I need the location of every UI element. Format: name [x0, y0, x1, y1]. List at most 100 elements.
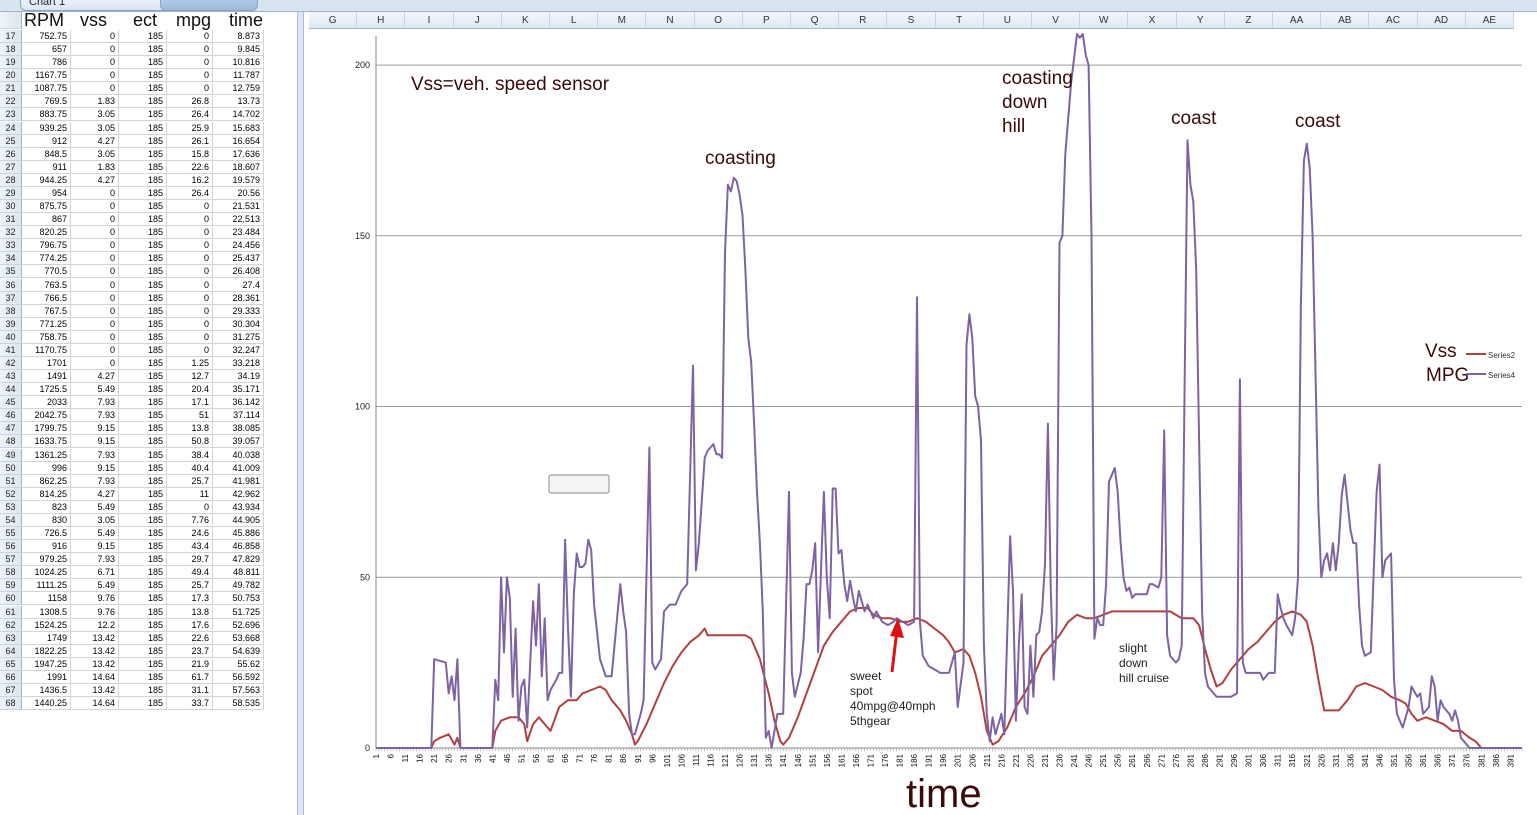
- table-cell[interactable]: 769.5: [22, 95, 71, 109]
- table-cell[interactable]: 0: [71, 330, 119, 344]
- column-header[interactable]: P: [742, 12, 791, 29]
- row-number[interactable]: 30: [0, 200, 22, 214]
- table-cell[interactable]: 55.62: [213, 657, 264, 671]
- row-number[interactable]: 57: [0, 553, 22, 567]
- table-cell[interactable]: 0: [71, 278, 119, 292]
- table-cell[interactable]: 5.49: [71, 500, 119, 514]
- table-cell[interactable]: 820.25: [22, 226, 71, 240]
- row-number[interactable]: 56: [0, 540, 22, 554]
- table-cell[interactable]: 13.8: [167, 605, 213, 619]
- row-number[interactable]: 21: [0, 82, 22, 96]
- table-cell[interactable]: 185: [119, 579, 167, 593]
- table-cell[interactable]: 770.5: [22, 265, 71, 279]
- table-cell[interactable]: 8.873: [213, 30, 264, 43]
- table-cell[interactable]: 979.25: [22, 553, 71, 567]
- table-cell[interactable]: 9.76: [71, 592, 119, 606]
- table-cell[interactable]: 7.93: [71, 409, 119, 423]
- row-number[interactable]: 67: [0, 684, 22, 697]
- pane-splitter[interactable]: [297, 12, 304, 815]
- row-number[interactable]: 63: [0, 631, 22, 645]
- table-cell[interactable]: 41.009: [213, 461, 264, 475]
- table-cell[interactable]: 185: [119, 618, 167, 632]
- row-number[interactable]: 43: [0, 370, 22, 384]
- row-number[interactable]: 45: [0, 396, 22, 410]
- table-cell[interactable]: 0: [167, 200, 213, 214]
- row-number[interactable]: 55: [0, 527, 22, 541]
- row-number[interactable]: 31: [0, 213, 22, 227]
- row-number[interactable]: 41: [0, 343, 22, 357]
- table-cell[interactable]: 46.858: [213, 540, 264, 554]
- table-cell[interactable]: 53.668: [213, 631, 264, 645]
- table-cell[interactable]: 7.93: [71, 396, 119, 410]
- table-cell[interactable]: 996: [22, 461, 71, 475]
- table-cell[interactable]: 4.27: [71, 134, 119, 148]
- table-cell[interactable]: 13.42: [71, 684, 119, 697]
- table-cell[interactable]: 185: [119, 435, 167, 449]
- select-all-corner[interactable]: [0, 12, 22, 29]
- table-cell[interactable]: 25.437: [213, 252, 264, 266]
- table-cell[interactable]: 875.75: [22, 200, 71, 214]
- table-cell[interactable]: 54.639: [213, 644, 264, 658]
- row-number[interactable]: 24: [0, 121, 22, 135]
- table-cell[interactable]: 185: [119, 186, 167, 200]
- table-cell[interactable]: 0: [167, 500, 213, 514]
- table-cell[interactable]: 3.05: [71, 147, 119, 161]
- row-number[interactable]: 61: [0, 605, 22, 619]
- table-cell[interactable]: 0: [71, 186, 119, 200]
- column-header[interactable]: W: [1080, 12, 1129, 29]
- table-cell[interactable]: 43.4: [167, 540, 213, 554]
- table-cell[interactable]: 14.64: [71, 670, 119, 684]
- table-cell[interactable]: 58.535: [213, 697, 264, 711]
- table-cell[interactable]: 185: [119, 697, 167, 711]
- table-cell[interactable]: 814.25: [22, 487, 71, 501]
- table-cell[interactable]: 19.579: [213, 173, 264, 187]
- table-cell[interactable]: 38.085: [213, 422, 264, 436]
- table-cell[interactable]: 26.1: [167, 134, 213, 148]
- table-cell[interactable]: 17.6: [167, 618, 213, 632]
- table-cell[interactable]: 21.531: [213, 200, 264, 214]
- table-cell[interactable]: 1024.25: [22, 566, 71, 580]
- table-cell[interactable]: 1170.75: [22, 343, 71, 357]
- table-cell[interactable]: 49.4: [167, 566, 213, 580]
- table-cell[interactable]: 25.9: [167, 121, 213, 135]
- table-cell[interactable]: 29.7: [167, 553, 213, 567]
- row-number[interactable]: 62: [0, 618, 22, 632]
- table-cell[interactable]: 45.886: [213, 527, 264, 541]
- table-cell[interactable]: 1749: [22, 631, 71, 645]
- table-cell[interactable]: 185: [119, 553, 167, 567]
- row-number[interactable]: 22: [0, 95, 22, 109]
- table-cell[interactable]: 911: [22, 160, 71, 174]
- table-cell[interactable]: 185: [119, 239, 167, 253]
- row-number[interactable]: 49: [0, 448, 22, 462]
- table-cell[interactable]: 12.2: [71, 618, 119, 632]
- series-series2[interactable]: [376, 607, 1522, 749]
- row-number[interactable]: 18: [0, 43, 22, 57]
- table-cell[interactable]: 883.75: [22, 108, 71, 122]
- row-number[interactable]: 58: [0, 566, 22, 580]
- column-header[interactable]: Q: [791, 12, 840, 29]
- row-number[interactable]: 26: [0, 147, 22, 161]
- table-cell[interactable]: 2042.75: [22, 409, 71, 423]
- table-cell[interactable]: 42.962: [213, 487, 264, 501]
- table-cell[interactable]: 50.753: [213, 592, 264, 606]
- table-cell[interactable]: 0: [167, 304, 213, 318]
- table-cell[interactable]: 1308.5: [22, 605, 71, 619]
- table-cell[interactable]: 1799.75: [22, 422, 71, 436]
- table-cell[interactable]: 14.64: [71, 697, 119, 711]
- column-header[interactable]: Z: [1224, 12, 1273, 29]
- header-rpm[interactable]: RPM: [24, 10, 64, 30]
- table-cell[interactable]: 5.49: [71, 383, 119, 397]
- row-number[interactable]: 59: [0, 579, 22, 593]
- table-cell[interactable]: 4.27: [71, 487, 119, 501]
- table-cell[interactable]: 185: [119, 370, 167, 384]
- table-cell[interactable]: 185: [119, 448, 167, 462]
- table-cell[interactable]: 3.05: [71, 513, 119, 527]
- table-cell[interactable]: 0: [71, 265, 119, 279]
- table-cell[interactable]: 0: [71, 69, 119, 83]
- table-cell[interactable]: 11.787: [213, 69, 264, 83]
- table-cell[interactable]: 1361.25: [22, 448, 71, 462]
- table-cell[interactable]: 1524.25: [22, 618, 71, 632]
- table-cell[interactable]: 752.75: [22, 30, 71, 43]
- table-cell[interactable]: 185: [119, 422, 167, 436]
- row-number[interactable]: 53: [0, 500, 22, 514]
